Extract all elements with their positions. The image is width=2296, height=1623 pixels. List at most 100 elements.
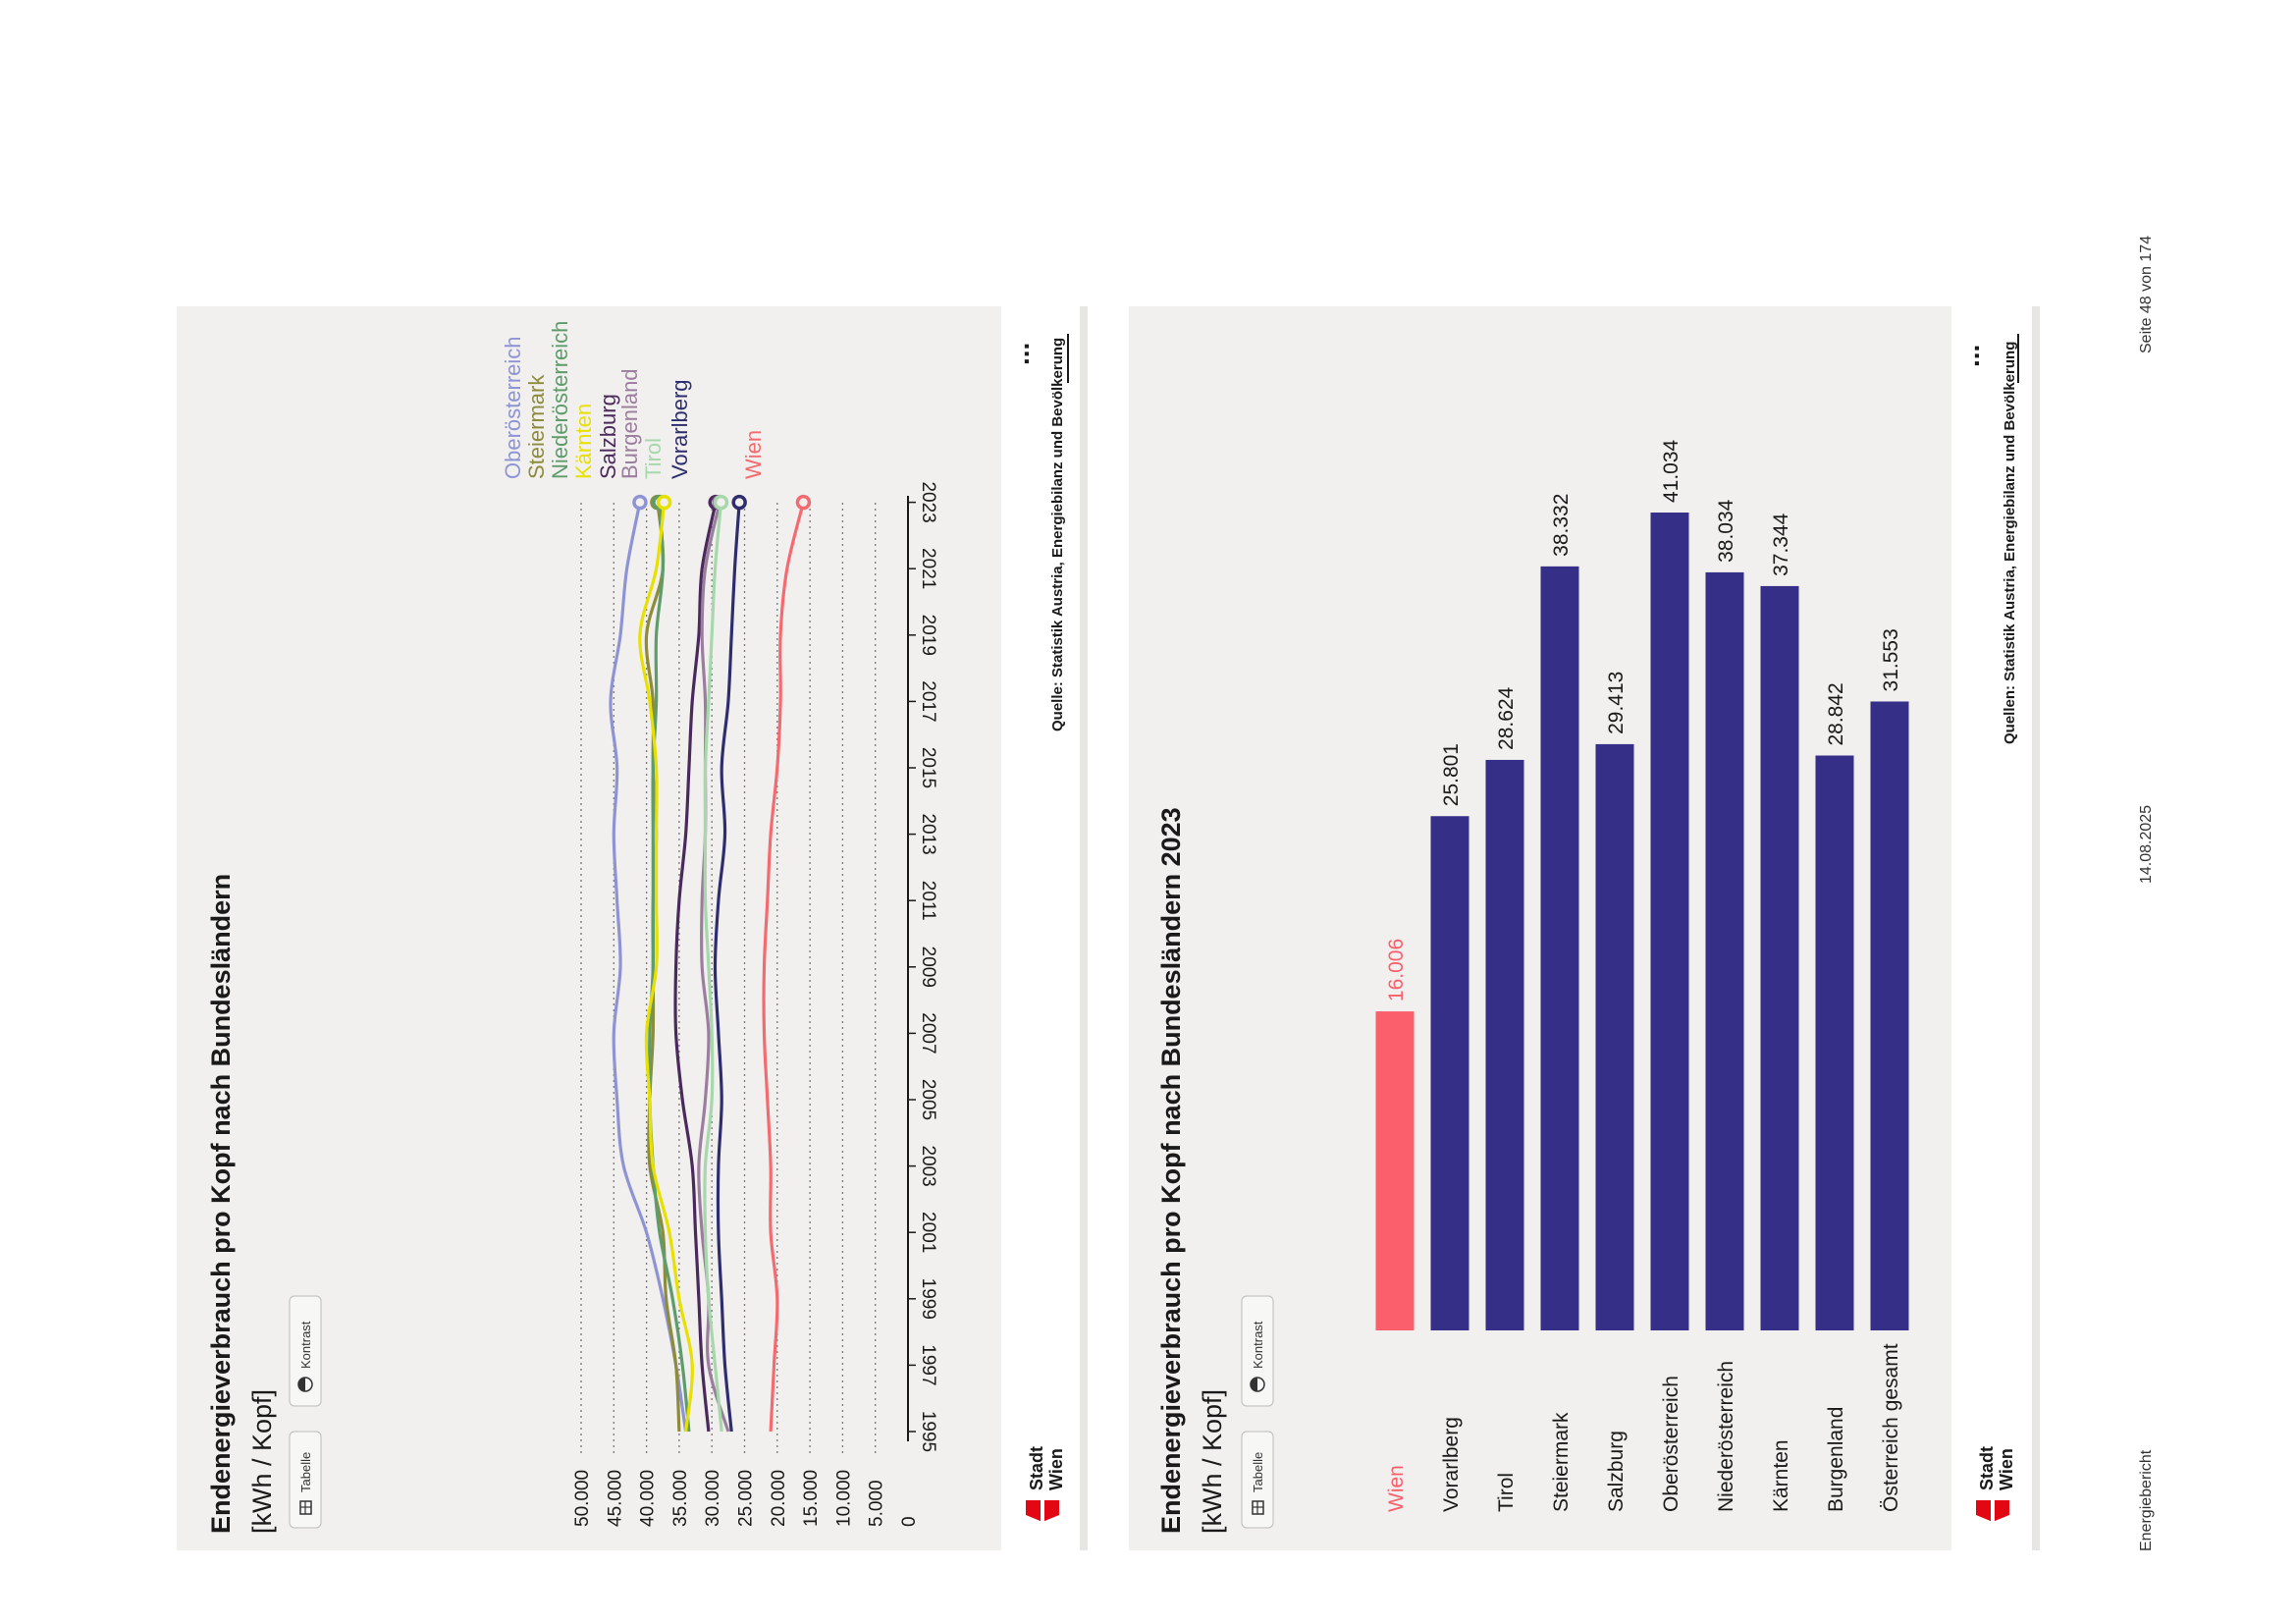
y-tick-label: 10.000 (833, 1470, 854, 1527)
stadt-wien-logo: Stadt Wien (1026, 1446, 1066, 1522)
bar-value-label: 29.413 (1605, 672, 1628, 734)
legend-label: Tirol (641, 438, 666, 479)
bar-salzburg (1595, 743, 1634, 1330)
bar-chart-footer-strip (1951, 306, 2032, 1550)
bar-österreich-gesamt (1870, 701, 1909, 1330)
table-toggle-button[interactable]: Tabelle (1241, 1431, 1274, 1529)
x-tick-label: 2001 (918, 1212, 938, 1253)
more-options-icon: ... (1954, 345, 1985, 367)
category-label: Salzburg (1605, 1431, 1628, 1512)
logo-text-wien: Wien (1997, 1448, 2016, 1490)
series-endpoint (632, 494, 648, 511)
line-chart-footer-strip (1001, 306, 1088, 1550)
x-tick-label: 2005 (918, 1079, 938, 1120)
page-footer: Energiebericht 14.08.2025 Seite 48 von 1… (2138, 236, 2155, 1551)
series-line-kärnten (638, 502, 694, 1433)
bar-niederösterreich (1705, 571, 1744, 1330)
category-label: Niederösterreich (1715, 1361, 1737, 1512)
category-label: Kärnten (1770, 1439, 1792, 1512)
contrast-icon (297, 1377, 313, 1392)
more-options-icon: ... (1004, 343, 1035, 365)
bar-value-label: 28.624 (1495, 686, 1518, 750)
category-label: Tirol (1495, 1473, 1518, 1512)
y-tick-label: 45.000 (605, 1470, 625, 1527)
bar-value-label: 25.801 (1440, 743, 1463, 806)
bar-chart-title: Endenergieverbrauch pro Kopf nach Bundes… (1156, 807, 1186, 1534)
series-line-vorarlberg (713, 502, 741, 1433)
bar-chart-unit: [kWh / Kopf] (1198, 1389, 1227, 1534)
category-label: Oberösterreich (1660, 1376, 1682, 1512)
logo-text-wien: Wien (1046, 1448, 1066, 1490)
category-label: Österreich gesamt (1880, 1343, 1902, 1512)
x-tick-label: 2021 (918, 548, 938, 589)
x-tick-label: 2003 (918, 1145, 938, 1186)
stadt-wien-logo: Stadt Wien (1976, 1446, 2016, 1522)
bar-chart-more-options-button[interactable]: ... (1954, 324, 2019, 383)
line-chart-legend: Oberösterreich Steiermark Niederösterreich… (501, 321, 766, 479)
x-tick-label: 2017 (918, 680, 938, 722)
category-label: Burgenland (1825, 1407, 1847, 1512)
table-toggle-label: Tabelle (298, 1452, 313, 1492)
line-chart-more-options-button[interactable]: ... (1004, 322, 1069, 383)
bar-oberösterreich (1650, 513, 1689, 1330)
line-chart-background (177, 306, 1080, 1550)
contrast-toggle-label: Kontrast (298, 1321, 313, 1369)
series-endpoint (795, 494, 812, 511)
table-toggle-button[interactable]: Tabelle (289, 1431, 322, 1529)
legend-label: Wien (741, 430, 766, 479)
category-label: Wien (1385, 1465, 1408, 1512)
legend-label: Steiermark (524, 374, 549, 479)
y-tick-label: 5.000 (867, 1480, 887, 1527)
series-line-wien (762, 502, 805, 1433)
x-tick-label: 2019 (918, 615, 938, 656)
line-chart-unit: [kWh / Kopf] (247, 1389, 277, 1534)
category-label: Steiermark (1550, 1412, 1573, 1512)
bar-value-label: 38.332 (1550, 494, 1573, 557)
y-tick-label: 30.000 (703, 1470, 723, 1527)
bar-value-label: 16.006 (1385, 939, 1408, 1001)
bar-value-label: 28.842 (1825, 682, 1847, 745)
x-tick-label: 2011 (918, 881, 938, 921)
series-line-oberösterreich (609, 502, 688, 1433)
series-endpoint (656, 494, 672, 511)
bar-wien (1375, 1011, 1415, 1330)
bar-value-label: 38.034 (1715, 499, 1737, 563)
bar-chart-panel: Endenergieverbrauch pro Kopf nach Bundes… (1129, 306, 2040, 1550)
bar-chart-edge (2032, 306, 2040, 1550)
bar-chart-bars: 16.006 Wien 25.801 Vorarlberg 28.624 Tirol 38.… (1375, 439, 1909, 1512)
series-line-salzburg (673, 502, 718, 1433)
series-line-niederösterreich (647, 502, 691, 1433)
x-tick-label: 2015 (918, 747, 938, 788)
bar-value-label: 31.553 (1880, 628, 1902, 691)
bar-tirol (1485, 759, 1524, 1330)
series-line-tirol (703, 502, 723, 1433)
line-chart-source: Quelle: Statistik Austria, Energiebilanz… (1049, 338, 1066, 731)
legend-label: Burgenland (617, 368, 642, 479)
x-tick-label: 1997 (918, 1344, 938, 1385)
logo-text-stadt: Stadt (1977, 1446, 1997, 1490)
table-icon (299, 1500, 312, 1515)
x-tick-label: 2013 (918, 813, 938, 854)
legend-label: Niederösterreich (548, 321, 572, 479)
contrast-toggle-button[interactable]: Kontrast (1241, 1295, 1274, 1407)
series-endpoint (713, 494, 729, 511)
y-tick-label: 0 (899, 1516, 920, 1527)
y-tick-label: 20.000 (769, 1470, 789, 1527)
x-tick-label: 1995 (918, 1411, 938, 1452)
x-tick-label: 2023 (918, 481, 938, 522)
legend-label: Salzburg (596, 394, 620, 479)
y-tick-label: 15.000 (801, 1470, 822, 1527)
x-tick-label: 1999 (918, 1278, 938, 1320)
contrast-toggle-button[interactable]: Kontrast (289, 1295, 322, 1407)
bar-kärnten (1760, 585, 1799, 1330)
bar-burgenland (1815, 755, 1854, 1330)
bar-value-label: 37.344 (1770, 513, 1792, 576)
legend-label: Oberösterreich (501, 336, 525, 479)
x-tick-label: 2009 (918, 947, 938, 988)
bar-steiermark (1540, 566, 1579, 1330)
line-chart-series (609, 494, 812, 1433)
x-tick-label: 2007 (918, 1012, 938, 1054)
legend-label: Vorarlberg (667, 379, 692, 479)
